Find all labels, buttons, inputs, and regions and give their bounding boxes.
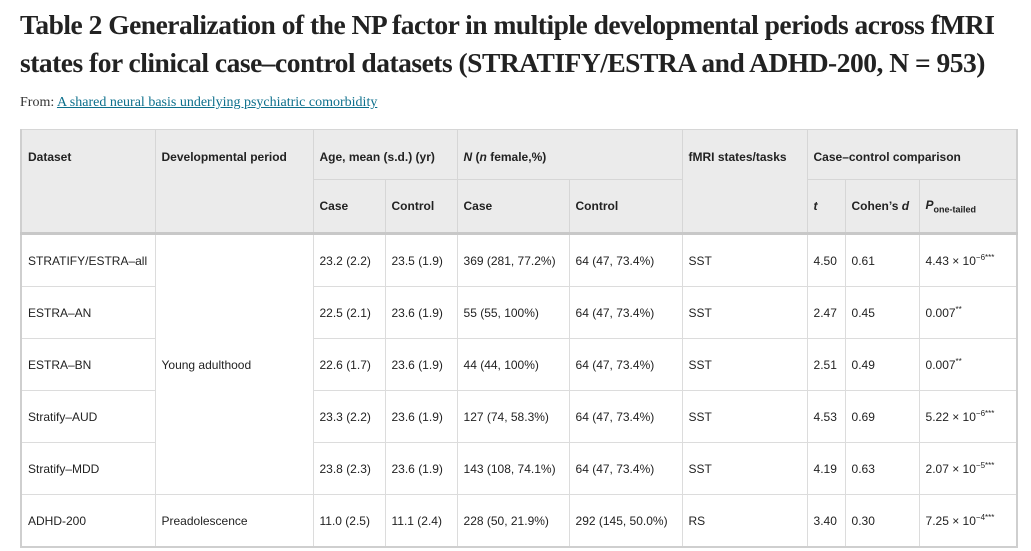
- cell-period: Young adulthood: [154, 233, 314, 495]
- header-n-case: Case: [456, 179, 570, 234]
- header-t: t: [806, 179, 846, 234]
- cell-t: 3.40: [806, 494, 846, 548]
- header-n-control: Control: [568, 179, 683, 234]
- cell-cohen: 0.49: [844, 338, 920, 391]
- cell-age-case: 11.0 (2.5): [312, 494, 386, 548]
- cell-cohen: 0.69: [844, 390, 920, 443]
- cell-dataset: STRATIFY/ESTRA–all: [20, 233, 156, 287]
- cell-t: 2.47: [806, 286, 846, 339]
- header-age: Age, mean (s.d.) (yr): [312, 129, 458, 180]
- cell-t: 4.53: [806, 390, 846, 443]
- cell-dataset: ADHD-200: [20, 494, 156, 548]
- cell-p: 0.007**: [918, 286, 1019, 339]
- cell-n-case: 143 (108, 74.1%): [456, 442, 570, 495]
- table-row: STRATIFY/ESTRA–all Young adulthood 23.2 …: [20, 233, 1019, 495]
- cell-n-case: 44 (44, 100%): [456, 338, 570, 391]
- header-period: Developmental period: [154, 129, 314, 234]
- cell-dataset: ESTRA–BN: [20, 338, 156, 391]
- cell-fmri: SST: [681, 233, 808, 287]
- cell-age-control: 11.1 (2.4): [384, 494, 458, 548]
- cell-t: 4.50: [806, 233, 846, 287]
- cell-p: 0.007**: [918, 338, 1019, 391]
- data-table: Dataset Developmental period Age, mean (…: [20, 129, 1019, 548]
- cell-cohen: 0.45: [844, 286, 920, 339]
- cell-p: 7.25 × 10−4***: [918, 494, 1019, 548]
- table-title: Table 2 Generalization of the NP factor …: [20, 9, 995, 78]
- cell-cohen: 0.30: [844, 494, 920, 548]
- cell-n-case: 127 (74, 58.3%): [456, 390, 570, 443]
- header-comparison: Case–control comparison: [806, 129, 1019, 180]
- table-row: Stratify–MDD 23.8 (2.3) 23.6 (1.9) 143 (…: [20, 442, 1019, 495]
- header-age-control: Control: [384, 179, 458, 234]
- cell-fmri: SST: [681, 390, 808, 443]
- cell-age-case: 23.2 (2.2): [312, 233, 386, 287]
- cell-age-case: 22.5 (2.1): [312, 286, 386, 339]
- cell-n-control: 64 (47, 73.4%): [568, 233, 683, 287]
- cell-p: 2.07 × 10−5***: [918, 442, 1019, 495]
- cell-n-case: 369 (281, 77.2%): [456, 233, 570, 287]
- cell-age-case: 23.8 (2.3): [312, 442, 386, 495]
- table-row: ESTRA–AN 22.5 (2.1) 23.6 (1.9) 55 (55, 1…: [20, 286, 1019, 339]
- header-cohen: Cohen’s d: [844, 179, 920, 234]
- data-table-container: Dataset Developmental period Age, mean (…: [20, 129, 1019, 548]
- source-line: From: A shared neural basis underlying p…: [20, 95, 377, 111]
- header-n: N (n female,%): [456, 129, 683, 180]
- cell-p: 4.43 × 10−6***: [918, 233, 1019, 287]
- cell-fmri: SST: [681, 442, 808, 495]
- header-age-case: Case: [312, 179, 386, 234]
- cell-n-case: 55 (55, 100%): [456, 286, 570, 339]
- cell-fmri: RS: [681, 494, 808, 548]
- cell-n-case: 228 (50, 21.9%): [456, 494, 570, 548]
- cell-t: 4.19: [806, 442, 846, 495]
- cell-age-case: 22.6 (1.7): [312, 338, 386, 391]
- header-p: Pone-tailed: [918, 179, 1019, 234]
- cell-fmri: SST: [681, 286, 808, 339]
- cell-n-control: 64 (47, 73.4%): [568, 390, 683, 443]
- source-prefix: From:: [20, 95, 57, 110]
- cell-age-control: 23.6 (1.9): [384, 390, 458, 443]
- cell-age-control: 23.6 (1.9): [384, 338, 458, 391]
- cell-n-control: 64 (47, 73.4%): [568, 338, 683, 391]
- cell-t: 2.51: [806, 338, 846, 391]
- cell-dataset: Stratify–MDD: [20, 442, 156, 495]
- cell-cohen: 0.63: [844, 442, 920, 495]
- header-fmri: fMRI states/tasks: [681, 129, 808, 234]
- cell-age-case: 23.3 (2.2): [312, 390, 386, 443]
- cell-n-control: 64 (47, 73.4%): [568, 286, 683, 339]
- cell-fmri: SST: [681, 338, 808, 391]
- cell-period: Preadolescence: [154, 494, 314, 548]
- table-row: Stratify–AUD 23.3 (2.2) 23.6 (1.9) 127 (…: [20, 390, 1019, 443]
- cell-age-control: 23.5 (1.9): [384, 233, 458, 287]
- table-row: ADHD-200 Preadolescence 11.0 (2.5) 11.1 …: [20, 494, 1019, 548]
- source-article-link[interactable]: A shared neural basis underlying psychia…: [56, 95, 378, 110]
- cell-n-control: 292 (145, 50.0%): [568, 494, 683, 548]
- cell-p: 5.22 × 10−6***: [918, 390, 1019, 443]
- cell-dataset: Stratify–AUD: [20, 390, 156, 443]
- header-dataset: Dataset: [20, 129, 156, 234]
- cell-age-control: 23.6 (1.9): [384, 442, 458, 495]
- cell-n-control: 64 (47, 73.4%): [568, 442, 683, 495]
- cell-dataset: ESTRA–AN: [20, 286, 156, 339]
- cell-age-control: 23.6 (1.9): [384, 286, 458, 339]
- cell-cohen: 0.61: [844, 233, 920, 287]
